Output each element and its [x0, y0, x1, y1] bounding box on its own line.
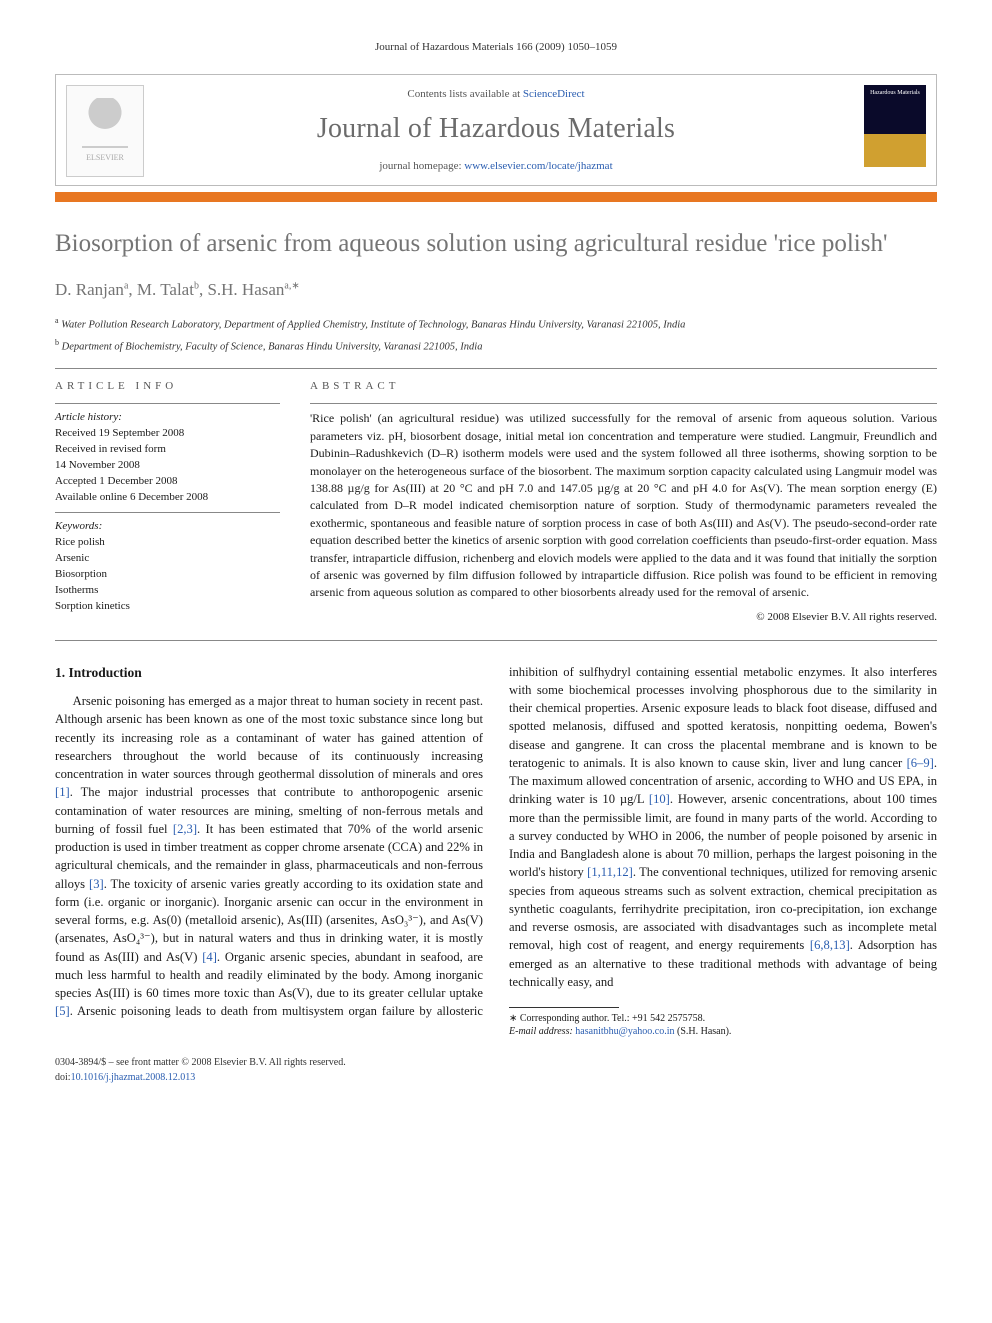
- homepage-prefix: journal homepage:: [379, 160, 464, 172]
- info-rule: [55, 403, 280, 404]
- homepage-link[interactable]: www.elsevier.com/locate/jhazmat: [464, 160, 612, 172]
- front-matter-line: 0304-3894/$ – see front matter © 2008 El…: [55, 1056, 937, 1071]
- email-link[interactable]: hasanitbhu@yahoo.co.in: [575, 1026, 674, 1037]
- history-line: Received 19 September 2008: [55, 426, 280, 442]
- citation-link[interactable]: [4]: [202, 950, 217, 964]
- contents-prefix: Contents lists available at: [407, 88, 522, 100]
- section-heading: 1. Introduction: [55, 663, 483, 683]
- footnote-separator: [509, 1007, 619, 1008]
- elsevier-tree-icon: [82, 98, 128, 148]
- journal-homepage-line: journal homepage: www.elsevier.com/locat…: [56, 159, 936, 175]
- history-line: Available online 6 December 2008: [55, 490, 280, 506]
- keyword: Sorption kinetics: [55, 599, 280, 615]
- body-text: Arsenic poisoning has emerged as a major…: [55, 694, 483, 781]
- keyword: Arsenic: [55, 551, 280, 567]
- citation-link[interactable]: [3]: [89, 877, 104, 891]
- journal-header: ELSEVIER Hazardous Materials Contents li…: [55, 74, 937, 186]
- email-suffix: (S.H. Hasan).: [677, 1026, 731, 1037]
- page-footer: 0304-3894/$ – see front matter © 2008 El…: [55, 1056, 937, 1085]
- footnote-line: E-mail address: hasanitbhu@yahoo.co.in (…: [509, 1025, 937, 1038]
- article-title: Biosorption of arsenic from aqueous solu…: [55, 228, 937, 260]
- citation-link[interactable]: [2,3]: [173, 822, 197, 836]
- accent-bar: [55, 192, 937, 202]
- running-head: Journal of Hazardous Materials 166 (2009…: [55, 40, 937, 56]
- citation-link[interactable]: [1]: [55, 785, 70, 799]
- authors-line: D. Ranjana, M. Talatb, S.H. Hasana,∗: [55, 278, 937, 303]
- abstract-head: abstract: [310, 379, 937, 395]
- corresponding-author-footnote: ∗ Corresponding author. Tel.: +91 542 25…: [509, 1012, 937, 1038]
- citation-link[interactable]: [1,11,12]: [587, 865, 633, 879]
- affiliation-line: b Department of Biochemistry, Faculty of…: [55, 337, 937, 355]
- citation-link[interactable]: [6–9]: [907, 756, 934, 770]
- separator-rule: [55, 640, 937, 641]
- article-info-head: article info: [55, 379, 280, 395]
- info-rule: [55, 512, 280, 513]
- cover-label: Hazardous Materials: [870, 89, 920, 98]
- body-two-columns: 1. Introduction Arsenic poisoning has em…: [55, 663, 937, 1039]
- section-number: 1.: [55, 665, 65, 680]
- abstract-column: abstract 'Rice polish' (an agricultural …: [310, 379, 937, 625]
- body-text: less harmful to health and readily elimi…: [55, 968, 483, 1000]
- affiliation-line: a Water Pollution Research Laboratory, D…: [55, 315, 937, 333]
- keywords-label: Keywords:: [55, 519, 280, 535]
- separator-rule: [55, 368, 937, 369]
- doi-prefix: doi:: [55, 1072, 71, 1083]
- citation-link[interactable]: [10]: [649, 792, 670, 806]
- sciencedirect-link[interactable]: ScienceDirect: [523, 88, 585, 100]
- publisher-logo: ELSEVIER: [66, 85, 144, 177]
- abstract-copyright: © 2008 Elsevier B.V. All rights reserved…: [310, 610, 937, 626]
- section-title: Introduction: [69, 665, 142, 680]
- history-line: Received in revised form: [55, 442, 280, 458]
- article-info-column: article info Article history: Received 1…: [55, 379, 280, 625]
- keyword: Rice polish: [55, 535, 280, 551]
- journal-title: Journal of Hazardous Materials: [56, 109, 936, 150]
- body-paragraph: Arsenic poisoning has emerged as a major…: [55, 663, 937, 1039]
- citation-link[interactable]: [5]: [55, 1004, 70, 1018]
- abstract-rule: [310, 403, 937, 404]
- publisher-label: ELSEVIER: [86, 152, 124, 164]
- doi-link[interactable]: 10.1016/j.jhazmat.2008.12.013: [71, 1072, 196, 1083]
- history-line: Accepted 1 December 2008: [55, 474, 280, 490]
- keyword: Isotherms: [55, 583, 280, 599]
- abstract-text: 'Rice polish' (an agricultural residue) …: [310, 410, 937, 601]
- contents-available-line: Contents lists available at ScienceDirec…: [56, 87, 936, 103]
- citation-link[interactable]: [6,8,13]: [810, 938, 850, 952]
- keyword: Biosorption: [55, 567, 280, 583]
- journal-cover-thumbnail: Hazardous Materials: [864, 85, 926, 167]
- history-label: Article history:: [55, 410, 280, 426]
- footnote-line: ∗ Corresponding author. Tel.: +91 542 25…: [509, 1012, 937, 1025]
- history-line: 14 November 2008: [55, 458, 280, 474]
- email-label: E-mail address:: [509, 1026, 573, 1037]
